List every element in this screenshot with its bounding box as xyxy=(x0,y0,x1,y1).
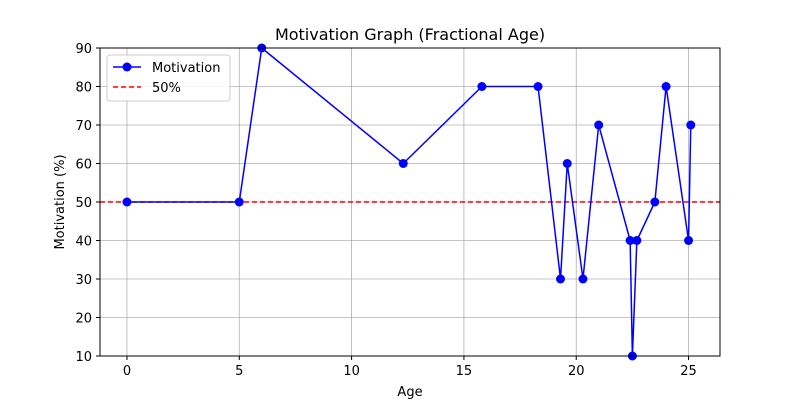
x-tick-label: 15 xyxy=(456,364,473,379)
y-axis-title: Motivation (%) xyxy=(53,154,68,249)
data-point xyxy=(578,274,588,284)
y-tick-label: 70 xyxy=(75,119,92,134)
data-point xyxy=(650,197,660,207)
data-point xyxy=(562,159,572,168)
legend-label-fifty: 50% xyxy=(152,81,181,96)
y-tick-label: 50 xyxy=(75,196,92,211)
data-point xyxy=(398,159,408,168)
legend-label-motivation: Motivation xyxy=(152,61,220,76)
series-layer xyxy=(122,43,696,361)
y-tick-label: 60 xyxy=(75,158,92,173)
legend: Motivation 50% xyxy=(106,54,231,102)
x-axis-title: Age xyxy=(397,385,422,400)
y-tick-label: 40 xyxy=(75,235,92,250)
x-tick-label: 5 xyxy=(235,364,243,379)
data-point xyxy=(632,236,642,245)
legend-marker-motivation xyxy=(122,62,132,72)
data-point xyxy=(234,197,244,207)
data-point xyxy=(122,197,132,207)
data-point xyxy=(477,82,487,91)
y-tick-label: 10 xyxy=(75,350,92,365)
data-point xyxy=(556,274,566,284)
x-tick-label: 20 xyxy=(568,364,585,379)
chart-title: Motivation Graph (Fractional Age) xyxy=(275,25,545,44)
x-tick-label: 10 xyxy=(343,364,360,379)
tick-layer: 0 5 10 15 20 25 10 20 30 40 50 60 70 80 90 xyxy=(75,42,696,379)
y-tick-label: 30 xyxy=(75,273,92,288)
data-point xyxy=(533,82,543,91)
data-point xyxy=(684,236,694,245)
data-point xyxy=(625,236,635,245)
y-tick-label: 20 xyxy=(75,312,92,327)
data-point xyxy=(686,120,696,130)
y-tick-label: 80 xyxy=(75,81,92,96)
y-tick-label: 90 xyxy=(75,42,92,57)
x-tick-label: 25 xyxy=(680,364,697,379)
data-point xyxy=(661,82,671,91)
x-tick-label: 0 xyxy=(123,364,131,379)
data-point xyxy=(594,120,604,130)
